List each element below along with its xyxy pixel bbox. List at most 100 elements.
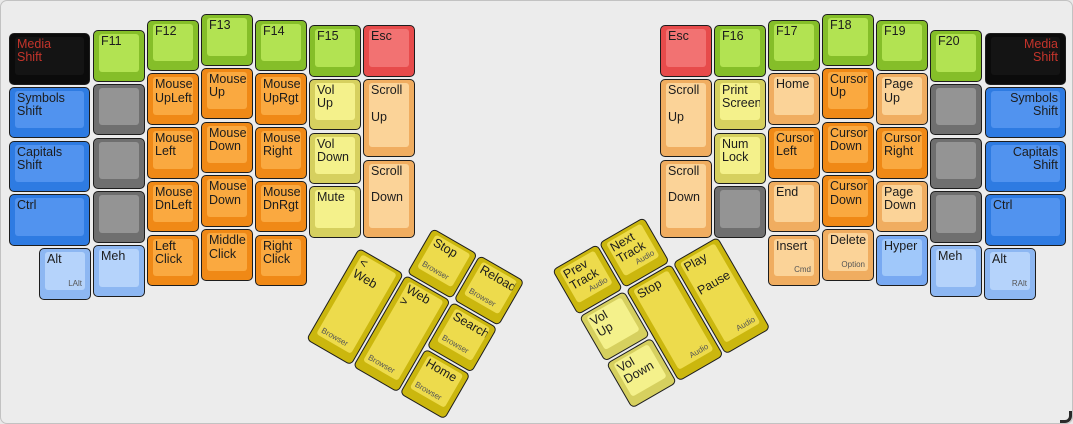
key-f16[interactable]: F16 [714,25,766,77]
key-media-shift-right[interactable]: Media Shift [985,33,1066,85]
key-right-click[interactable]: Right Click [255,234,307,287]
key-mouse-up[interactable]: Mouse Up [201,67,253,120]
key-label: Alt [992,252,1007,267]
key-f17[interactable]: F17 [768,19,820,71]
key-mouse-down[interactable]: Mouse Down [201,121,253,174]
key-insert[interactable]: Insert Cmd [768,234,820,287]
key-capitals-shift-left[interactable]: Capitals Shift [9,140,90,193]
keycap-top: Cursor Down [828,179,868,217]
key-mouse-dnleft[interactable]: Mouse DnLeft [147,180,199,233]
key-alt-right[interactable]: Alt RAlt [984,248,1036,300]
key-page-up[interactable]: Page Up [876,73,928,125]
key-f19[interactable]: F19 [876,19,928,71]
key-scroll-up-right[interactable]: Scroll Up [660,78,712,158]
key-blank-r4[interactable] [930,191,982,243]
key-cursor-down[interactable]: Cursor Down [822,121,874,174]
key-label: Mouse Up [209,71,247,100]
key-sublabel: Browser [420,258,451,282]
key-mouse-right[interactable]: Mouse Right [255,127,307,179]
key-label: < Web [350,255,380,292]
key-label: Capitals Shift [1012,144,1058,172]
resize-corner-icon [1060,411,1072,423]
key-blank-r3[interactable] [930,137,982,190]
key-meh-left[interactable]: Meh [93,245,145,297]
key-hyper[interactable]: Hyper [876,234,928,287]
key-label: Right Click [263,238,293,267]
keycap-top: F14 [261,23,301,61]
key-sublabel: Browser [413,379,444,402]
key-f13[interactable]: F13 [201,14,253,66]
key-blank-r1[interactable] [714,186,766,238]
key-label: Cursor Right [884,131,922,159]
key-capitals-shift-right[interactable]: Capitals Shift [985,140,1066,193]
key-label: Mouse Right [263,131,301,159]
key-home[interactable]: Home [768,73,820,125]
key-label: Mouse DnLeft [155,184,193,213]
key-left-click[interactable]: Left Click [147,234,199,287]
keycap-top [99,141,139,180]
key-blank-r2[interactable] [930,83,982,136]
key-sublabel: LAlt [68,278,82,288]
key-mouse-upleft[interactable]: Mouse UpLeft [147,73,199,125]
key-label: Scroll Down [668,163,700,205]
key-f15[interactable]: F15 [309,25,361,77]
key-mouse-down-2[interactable]: Mouse Down [201,175,253,227]
key-cursor-left[interactable]: Cursor Left [768,127,820,179]
key-blank-l1[interactable] [93,83,145,136]
key-esc-right[interactable]: Esc [660,25,712,77]
keycap-top: Prev Track Audio [559,250,613,303]
key-label: F13 [209,18,231,32]
keycap-top: F18 [828,18,868,56]
keycap-top [936,141,976,180]
key-ctrl-right[interactable]: Ctrl [985,194,1066,246]
key-blank-l2[interactable] [93,137,145,190]
keycap-top: Esc [369,29,409,67]
keycap-top: End [774,184,814,223]
key-label: Reload [477,262,518,295]
key-mouse-left[interactable]: Mouse Left [147,127,199,179]
key-label: Cursor Down [830,125,868,153]
keycap-top: Stop Browser [417,234,471,287]
key-f20[interactable]: F20 [930,30,982,82]
key-f11[interactable]: F11 [93,30,145,82]
key-cursor-up[interactable]: Cursor Up [822,67,874,120]
key-symbols-shift-right[interactable]: Symbols Shift [985,86,1066,139]
key-media-shift-left[interactable]: Media Shift [9,33,90,85]
key-label: Cursor Left [776,131,814,159]
key-f12[interactable]: F12 [147,19,199,71]
key-vol-down-left[interactable]: Vol Down [309,132,361,185]
key-meh-right[interactable]: Meh [930,245,982,297]
key-page-down[interactable]: Page Down [876,180,928,233]
keycap-top: Mouse Up [207,71,247,110]
key-num-lock[interactable]: Num Lock [714,132,766,185]
key-esc-left[interactable]: Esc [363,25,415,77]
key-delete[interactable]: Delete Option [822,229,874,281]
key-f14[interactable]: F14 [255,19,307,71]
key-symbols-shift-left[interactable]: Symbols Shift [9,86,90,139]
key-blank-l3[interactable] [93,191,145,243]
key-label: Media Shift [1023,37,1058,65]
key-label: Mute [317,190,345,205]
key-label: F14 [263,23,285,38]
key-label: Mouse Down [209,179,247,207]
key-mouse-uprgt[interactable]: Mouse UpRgt [255,73,307,125]
keycap-top: Hyper [882,238,922,277]
key-ctrl-left[interactable]: Ctrl [9,194,90,246]
key-mouse-dnrgt[interactable]: Mouse DnRgt [255,180,307,233]
key-mute[interactable]: Mute [309,186,361,238]
keycap-top: Scroll Up [369,82,409,148]
key-cursor-right[interactable]: Cursor Right [876,127,928,179]
key-label: Cursor Up [830,71,868,100]
key-vol-up-left[interactable]: Vol Up [309,78,361,131]
key-scroll-down-left[interactable]: Scroll Down [363,159,415,238]
key-label: Left Click [155,238,183,267]
key-alt-left[interactable]: Alt LAlt [39,248,91,300]
key-print-screen[interactable]: Print Screen [714,78,766,131]
key-end[interactable]: End [768,180,820,233]
key-middle-click[interactable]: Middle Click [201,229,253,281]
key-label: Mouse Down [209,125,247,153]
key-f18[interactable]: F18 [822,14,874,66]
key-scroll-up-left[interactable]: Scroll Up [363,78,415,158]
key-cursor-down-2[interactable]: Cursor Down [822,175,874,227]
key-scroll-down-right[interactable]: Scroll Down [660,159,712,238]
